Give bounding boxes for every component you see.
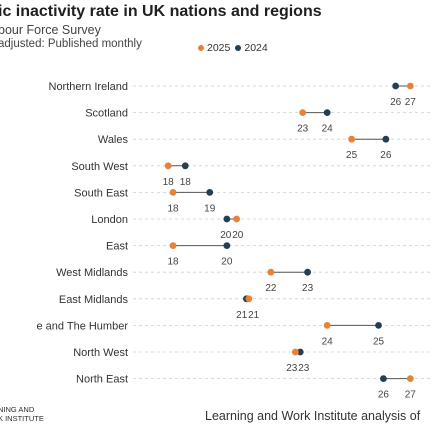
point-2024-south-east bbox=[206, 189, 214, 196]
data-label-2024-wales: 26 bbox=[380, 150, 392, 161]
data-label-2025-northern-ireland: 27 bbox=[405, 97, 417, 108]
legend-label-2024: 2024 bbox=[244, 42, 268, 54]
data-label-2025-north-east: 27 bbox=[405, 390, 417, 401]
data-label-2024-east-midlands: 21 bbox=[236, 310, 248, 321]
point-2025-london bbox=[233, 215, 241, 223]
point-2025-e-and-the-humber bbox=[323, 322, 331, 329]
legend-item-2025: 2025 bbox=[198, 42, 230, 54]
category-label-london: London bbox=[91, 214, 128, 226]
chart-subtitle-note: adjusted: Published monthly bbox=[0, 38, 142, 50]
data-label-2025-london: 20 bbox=[232, 230, 244, 241]
category-label-east: East bbox=[106, 241, 128, 253]
category-label-south-east: South East bbox=[74, 187, 128, 199]
point-2025-west-midlands bbox=[267, 268, 275, 276]
data-label-2024-north-west: 23 bbox=[298, 363, 310, 374]
data-label-2025-east-midlands: 21 bbox=[248, 310, 260, 321]
data-label-2024-e-and-the-humber: 25 bbox=[373, 336, 385, 347]
chart-title: ic inactivity rate in UK nations and reg… bbox=[0, 3, 322, 20]
point-2025-east bbox=[169, 242, 177, 250]
legend-swatch-2024 bbox=[235, 45, 242, 51]
point-2025-north-east bbox=[406, 375, 414, 382]
legend-item-2024: 2024 bbox=[235, 42, 268, 54]
point-2025-south-west bbox=[164, 162, 172, 170]
data-label-2025-e-and-the-humber: 24 bbox=[322, 336, 334, 347]
data-label-2025-south-east: 18 bbox=[167, 203, 179, 214]
point-2024-west-midlands bbox=[304, 268, 311, 276]
data-label-2025-scotland: 23 bbox=[297, 124, 309, 135]
data-label-2024-north-east: 26 bbox=[378, 390, 390, 401]
category-label-northern-ireland: Northern Ireland bbox=[49, 81, 129, 93]
category-label-west-midlands: West Midlands bbox=[56, 267, 128, 279]
data-label-2024-east: 20 bbox=[221, 257, 233, 268]
category-label-east-midlands: East Midlands bbox=[59, 294, 129, 306]
institute-logo: NING AND K INSTITUTE bbox=[0, 405, 44, 423]
category-label-south-west: South West bbox=[71, 161, 128, 173]
data-label-2025-wales: 25 bbox=[346, 150, 358, 161]
point-2025-south-east bbox=[169, 189, 177, 196]
point-2025-north-west bbox=[291, 348, 299, 356]
point-2024-northern-ireland bbox=[392, 82, 400, 90]
data-label-2024-south-west: 18 bbox=[180, 177, 192, 188]
data-label-2024-south-east: 19 bbox=[204, 203, 216, 214]
source-note: Learning and Work Institute analysis of bbox=[205, 409, 421, 423]
legend: 2025 2024 bbox=[198, 42, 273, 54]
legend-swatch-2025 bbox=[198, 45, 204, 51]
category-label-wales: Wales bbox=[98, 134, 129, 146]
point-2024-north-west bbox=[296, 348, 304, 356]
point-2024-south-west bbox=[181, 162, 189, 170]
data-label-2025-north-west: 23 bbox=[286, 363, 298, 374]
point-2024-wales bbox=[382, 135, 390, 143]
data-label-2024-west-midlands: 23 bbox=[302, 283, 314, 294]
point-2024-london bbox=[223, 215, 231, 223]
point-2024-east bbox=[223, 242, 231, 250]
data-label-2025-west-midlands: 22 bbox=[265, 283, 277, 294]
category-label-e-and-the-humber: e and The Humber bbox=[36, 320, 128, 332]
data-label-2024-northern-ireland: 26 bbox=[390, 97, 402, 108]
legend-label-2025: 2025 bbox=[207, 42, 231, 54]
point-2025-east-midlands bbox=[245, 295, 253, 303]
data-label-2025-east: 18 bbox=[167, 257, 179, 268]
data-label-2024-london: 20 bbox=[220, 230, 232, 241]
point-2025-wales bbox=[348, 135, 356, 143]
point-2024-e-and-the-humber bbox=[375, 322, 382, 329]
chart-subtitle: bour Force Survey bbox=[0, 23, 101, 37]
category-label-north-east: North East bbox=[76, 374, 128, 386]
point-2024-north-east bbox=[380, 375, 387, 382]
point-2025-northern-ireland bbox=[406, 82, 414, 90]
data-label-2024-scotland: 24 bbox=[322, 124, 334, 135]
point-2025-scotland bbox=[299, 109, 307, 116]
category-label-scotland: Scotland bbox=[85, 108, 128, 120]
data-label-2025-south-west: 18 bbox=[163, 177, 175, 188]
category-label-north-west: North West bbox=[73, 347, 128, 359]
point-2024-scotland bbox=[323, 109, 331, 116]
